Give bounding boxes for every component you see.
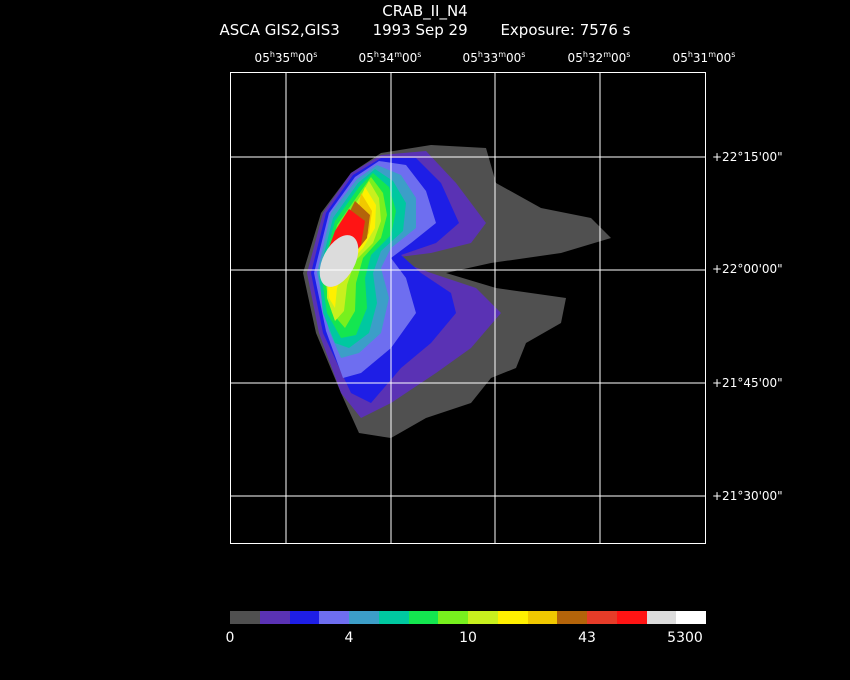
- colorbar-tick-label: 43: [578, 630, 596, 646]
- dec-tick-label: +22°15'00": [712, 150, 783, 164]
- colorbar-swatch: [289, 611, 320, 624]
- colorbar-swatch: [557, 611, 587, 624]
- colorbar-swatch: [230, 611, 260, 624]
- intensity-colorbar: [230, 611, 706, 624]
- dec-tick-label: +21°45'00": [712, 376, 783, 390]
- colorbar-swatch: [319, 611, 349, 624]
- instrument-label: ASCA GIS2,GIS3: [219, 21, 340, 39]
- image-title: CRAB_II_N4: [382, 2, 468, 20]
- ra-tick-label: 05h34m00s: [358, 50, 422, 65]
- ra-tick-label: 05h32m00s: [567, 50, 631, 65]
- colorbar-tick-label: 0: [225, 630, 235, 646]
- colorbar-swatch: [616, 611, 647, 624]
- colorbar-swatch: [349, 611, 379, 624]
- exposure-label: Exposure: 7576 s: [500, 21, 631, 39]
- colorbar-swatch: [259, 611, 290, 624]
- sky-image-plot[interactable]: [230, 72, 706, 544]
- colorbar-swatch: [468, 611, 498, 624]
- colorbar-swatch: [497, 611, 528, 624]
- image-subtitle: ASCA GIS2,GIS3 1993 Sep 29 Exposure: 757…: [0, 21, 850, 39]
- ra-tick-label: 05h33m00s: [462, 50, 526, 65]
- coordinate-grid: [231, 73, 705, 543]
- xray-intensity-map: [231, 73, 705, 543]
- colorbar-swatch: [676, 611, 706, 624]
- colorbar-tick-label: 10: [459, 630, 477, 646]
- ra-tick-label: 05h35m00s: [254, 50, 318, 65]
- colorbar-tick-label: 4: [344, 630, 354, 646]
- colorbar-swatch: [646, 611, 677, 624]
- colorbar-swatch: [378, 611, 409, 624]
- colorbar-swatch: [408, 611, 439, 624]
- colorbar-swatch: [438, 611, 468, 624]
- ra-tick-label: 05h31m00s: [672, 50, 736, 65]
- colorbar-tick-label: 5300: [667, 630, 703, 646]
- dec-tick-label: +21°30'00": [712, 489, 783, 503]
- dec-tick-label: +22°00'00": [712, 262, 783, 276]
- colorbar-swatch: [527, 611, 558, 624]
- colorbar-swatch: [587, 611, 617, 624]
- observation-date: 1993 Sep 29: [372, 21, 468, 39]
- xray-emission-region: [303, 145, 611, 438]
